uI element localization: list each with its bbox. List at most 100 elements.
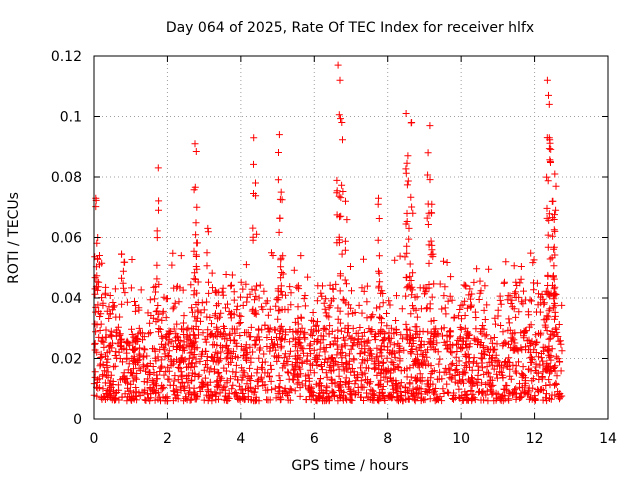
data-point xyxy=(438,305,446,313)
data-point xyxy=(136,352,144,360)
data-point xyxy=(529,375,537,383)
data-point xyxy=(252,292,260,300)
data-point xyxy=(298,358,306,366)
data-point xyxy=(122,378,130,386)
data-point xyxy=(175,298,183,306)
data-point xyxy=(203,262,211,270)
data-point xyxy=(325,304,333,312)
data-point xyxy=(162,394,170,402)
data-point xyxy=(376,278,384,286)
data-point xyxy=(267,365,275,373)
data-point xyxy=(168,261,176,269)
data-point xyxy=(487,346,495,353)
data-point xyxy=(549,332,557,340)
data-point xyxy=(415,363,423,371)
data-point xyxy=(341,276,349,284)
data-point xyxy=(102,390,110,397)
data-point xyxy=(404,177,412,185)
data-point xyxy=(425,387,433,395)
data-point xyxy=(357,377,365,385)
data-point xyxy=(252,340,260,348)
data-point xyxy=(373,371,381,379)
data-point xyxy=(285,352,293,360)
data-point xyxy=(488,339,496,347)
data-point xyxy=(183,332,191,340)
data-point xyxy=(203,333,211,341)
data-point xyxy=(164,352,172,359)
data-point xyxy=(360,329,368,336)
data-point xyxy=(92,203,100,211)
data-point xyxy=(335,236,343,244)
data-point xyxy=(374,200,382,208)
data-point xyxy=(512,278,520,286)
data-point xyxy=(425,281,433,288)
data-point xyxy=(95,307,103,315)
data-point xyxy=(154,164,162,172)
data-point xyxy=(424,389,432,396)
data-point xyxy=(196,357,204,365)
data-point xyxy=(291,387,299,395)
data-point xyxy=(347,263,354,270)
data-point xyxy=(391,353,399,361)
data-point xyxy=(260,287,268,295)
data-point xyxy=(217,355,225,363)
data-point xyxy=(196,388,204,395)
data-point xyxy=(364,336,372,344)
data-point xyxy=(162,295,170,303)
data-point xyxy=(338,354,346,362)
data-point xyxy=(465,291,473,299)
data-point xyxy=(406,336,414,344)
data-point xyxy=(243,293,251,301)
data-point xyxy=(367,313,375,321)
data-point xyxy=(132,388,140,396)
data-point xyxy=(127,284,135,292)
data-point xyxy=(414,356,422,364)
data-point xyxy=(253,230,261,238)
data-point xyxy=(547,159,554,166)
data-point xyxy=(441,304,449,312)
data-point xyxy=(443,259,451,266)
data-point xyxy=(278,269,286,276)
data-point xyxy=(301,292,309,299)
data-point xyxy=(479,388,487,395)
axis-ticks xyxy=(93,55,609,420)
data-point xyxy=(491,314,499,322)
data-point xyxy=(250,134,258,142)
data-point xyxy=(358,383,366,391)
data-point xyxy=(154,395,162,403)
data-point xyxy=(334,345,342,353)
data-point xyxy=(103,307,111,315)
data-point xyxy=(506,390,514,398)
data-point xyxy=(532,360,540,368)
data-point xyxy=(546,369,553,377)
data-point xyxy=(163,397,171,405)
data-point xyxy=(306,345,314,353)
data-point xyxy=(556,358,564,366)
data-point xyxy=(275,352,283,360)
data-point xyxy=(178,371,186,379)
data-point xyxy=(242,385,249,393)
data-point xyxy=(375,380,383,388)
data-point xyxy=(481,332,489,340)
data-point xyxy=(394,363,402,371)
data-point xyxy=(344,310,352,318)
data-point xyxy=(389,359,397,367)
data-point xyxy=(277,322,285,330)
data-point xyxy=(276,324,284,332)
data-point xyxy=(419,351,427,358)
data-point xyxy=(190,275,198,283)
data-point xyxy=(363,282,371,290)
data-point xyxy=(242,280,250,288)
data-point xyxy=(154,315,162,323)
data-point xyxy=(276,377,284,384)
data-point xyxy=(512,313,520,321)
data-point xyxy=(546,305,554,313)
data-point xyxy=(99,299,107,307)
data-point xyxy=(307,326,315,334)
data-point xyxy=(480,370,488,378)
data-point xyxy=(538,290,546,298)
data-point xyxy=(510,262,518,270)
data-point xyxy=(290,371,298,379)
data-point xyxy=(127,380,135,388)
data-point xyxy=(411,395,418,403)
